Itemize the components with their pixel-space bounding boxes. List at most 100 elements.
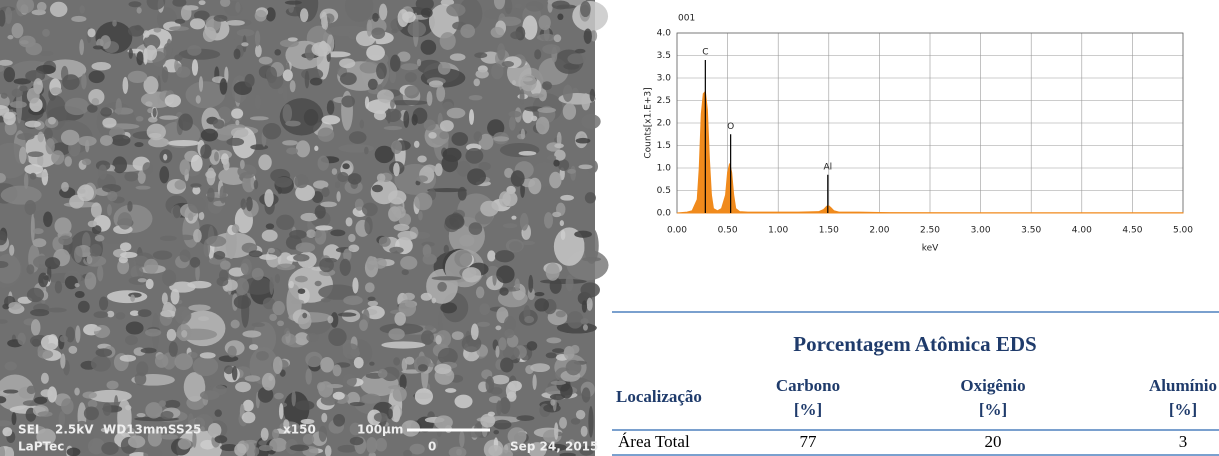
particle (300, 8, 308, 22)
particle (116, 312, 126, 319)
particle (530, 363, 550, 372)
particle (374, 413, 388, 423)
particle (30, 173, 36, 180)
particle (241, 42, 248, 46)
particle (387, 408, 393, 419)
particle (274, 49, 281, 55)
particle (91, 356, 111, 372)
particle (263, 123, 282, 139)
particle (101, 442, 118, 455)
particle (38, 131, 44, 142)
y-tick-label: 4.0 (657, 29, 672, 39)
particle (405, 72, 417, 82)
particle (9, 245, 14, 256)
particle (161, 411, 174, 420)
particle (376, 63, 387, 80)
particle (340, 259, 351, 276)
particle (64, 156, 72, 167)
particle (590, 89, 595, 102)
particle (421, 293, 432, 301)
sem-info-label: SEI (18, 423, 39, 437)
particle (214, 409, 221, 417)
particle (542, 81, 552, 90)
particle (474, 52, 487, 58)
particle (291, 299, 304, 304)
particle (502, 191, 517, 206)
particle (321, 298, 331, 303)
particle (563, 103, 576, 120)
particle (47, 308, 67, 313)
particle (294, 174, 308, 188)
particle (175, 19, 185, 24)
particle (153, 108, 157, 118)
particle (306, 333, 318, 342)
particle (12, 412, 17, 425)
particle (441, 155, 458, 173)
particle (574, 231, 592, 238)
table-cell: 3 (1179, 432, 1188, 451)
particle (319, 426, 327, 442)
particle (58, 235, 72, 245)
particle (25, 121, 41, 128)
particle (136, 186, 151, 190)
particle (534, 49, 541, 59)
particle (393, 357, 400, 365)
particle (68, 346, 77, 354)
particle (440, 120, 454, 132)
particle (141, 348, 157, 354)
particle (469, 222, 483, 235)
particle (327, 100, 335, 115)
particle (581, 114, 600, 129)
particle (255, 30, 260, 46)
particle (188, 304, 210, 311)
particle (199, 0, 206, 5)
particle (576, 138, 591, 144)
particle (429, 363, 435, 367)
particle (414, 141, 420, 148)
particle (388, 190, 406, 204)
particle (417, 59, 421, 67)
particle (160, 310, 176, 317)
particle (205, 377, 212, 388)
particle (88, 221, 97, 228)
sem-info-label: WD13mmSS25 (103, 423, 201, 437)
particle (65, 98, 89, 115)
particle (333, 364, 342, 376)
particle (393, 405, 401, 422)
particle (274, 393, 284, 400)
particle (364, 147, 369, 155)
particle (254, 447, 259, 455)
particle (199, 76, 203, 92)
particle (214, 152, 219, 162)
particle (283, 69, 293, 81)
y-tick-label: 3.0 (657, 74, 672, 84)
table-title: Porcentagem Atômica EDS (793, 332, 1036, 356)
particle (193, 229, 202, 242)
particle (87, 104, 98, 113)
particle (12, 23, 24, 38)
particle (99, 296, 108, 310)
particle (138, 309, 152, 317)
particle (367, 19, 372, 36)
column-header: Oxigênio (960, 376, 1025, 395)
particle (375, 146, 394, 163)
particle (388, 328, 404, 340)
particle (493, 420, 511, 430)
particle (321, 187, 329, 197)
particle (496, 265, 514, 283)
particle (524, 316, 534, 323)
particle (498, 337, 506, 350)
particle (87, 255, 93, 264)
particle (82, 158, 91, 165)
particle (177, 235, 195, 240)
particle (125, 405, 131, 410)
particle (43, 211, 53, 227)
particle (50, 2, 67, 17)
particle (196, 95, 201, 103)
particle (250, 116, 269, 120)
particle (520, 213, 529, 231)
particle (414, 193, 432, 211)
particle (48, 117, 56, 125)
particle (27, 288, 44, 302)
particle (203, 27, 217, 42)
